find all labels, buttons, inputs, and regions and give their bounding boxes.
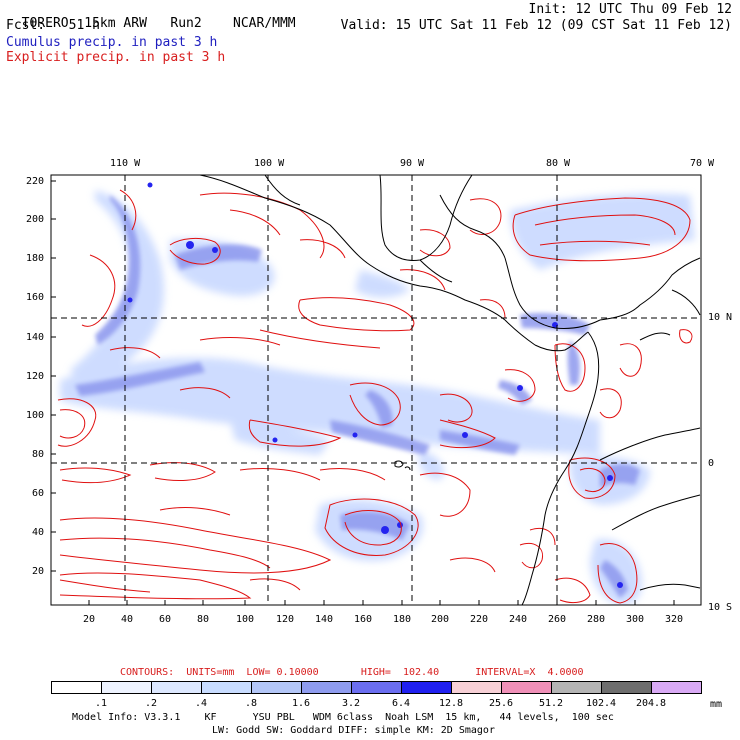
axis-ticks — [51, 180, 675, 605]
x-tick-label: 20 — [83, 614, 96, 625]
coastlines — [199, 175, 701, 605]
x-tick-label: 180 — [393, 614, 412, 625]
x-tick-label: 160 — [354, 614, 373, 625]
legend-bin — [501, 681, 552, 694]
model-resolution: 15km ARW — [84, 16, 147, 31]
plot-frame — [50, 174, 702, 606]
explicit-precip-contours — [57, 189, 693, 604]
legend-label: 12.8 — [438, 698, 464, 709]
legend-bin — [601, 681, 652, 694]
legend-bin — [401, 681, 452, 694]
legend-label: .2 — [144, 698, 158, 709]
field-title-explicit: Explicit precip. in past 3 h — [6, 50, 226, 65]
y-tick-label: 60 — [32, 488, 45, 499]
field-title-cumulus: Cumulus precip. in past 3 h — [6, 35, 218, 50]
legend-label: 204.8 — [635, 698, 667, 709]
lon-label-80w: 80 W — [546, 158, 571, 169]
y-tick-label: 20 — [32, 566, 45, 577]
legend-bin — [201, 681, 252, 694]
x-tick-label: 120 — [276, 614, 295, 625]
legend-label: .1 — [94, 698, 108, 709]
x-tick-label: 40 — [121, 614, 134, 625]
lon-label-110w: 110 W — [110, 158, 141, 169]
x-tick-label: 260 — [548, 614, 567, 625]
legend-unit: mm — [710, 699, 723, 710]
legend-label: 51.2 — [538, 698, 564, 709]
lat-lon-grid — [51, 175, 701, 605]
x-tick-label: 140 — [315, 614, 334, 625]
forecast-hour: Fcst: 51 h — [6, 19, 100, 33]
model-name: TORERO — [21, 16, 69, 31]
legend-bin — [451, 681, 502, 694]
lon-label-90w: 90 W — [400, 158, 425, 169]
legend-bin — [551, 681, 602, 694]
y-tick-label: 220 — [26, 176, 45, 187]
organization: NCAR/MMM — [233, 16, 296, 31]
cumulus-shading-strong — [127, 182, 623, 588]
y-tick-label: 40 — [32, 527, 45, 538]
valid-time: Valid: 15 UTC Sat 11 Feb 12 (09 CST Sat … — [340, 18, 732, 33]
init-time: Init: 12 UTC Thu 09 Feb 12 — [528, 2, 733, 17]
x-tick-label: 220 — [470, 614, 489, 625]
y-tick-label: 200 — [26, 214, 45, 225]
lon-label-70w: 70 W — [690, 158, 715, 169]
y-tick-label: 140 — [26, 332, 45, 343]
legend-label: 6.4 — [391, 698, 411, 709]
x-tick-label: 300 — [626, 614, 645, 625]
legend-label: 25.6 — [488, 698, 514, 709]
lat-label-0: 0 — [708, 458, 715, 469]
legend-label: .8 — [244, 698, 258, 709]
legend-label: 102.4 — [585, 698, 617, 709]
y-tick-label: 160 — [26, 292, 45, 303]
legend-bin — [251, 681, 302, 694]
lon-label-100w: 100 W — [254, 158, 285, 169]
x-tick-label: 60 — [159, 614, 172, 625]
legend-bin — [301, 681, 352, 694]
x-tick-label: 320 — [665, 614, 684, 625]
fcst-value: 51 h — [68, 18, 100, 33]
legend-bin — [51, 681, 102, 694]
legend-bin — [101, 681, 152, 694]
cumulus-shading-medium — [75, 195, 640, 598]
y-tick-label: 80 — [32, 449, 45, 460]
model-title: TORERO 15km ARW Run2 NCAR/MMM — [6, 3, 296, 31]
contour-info: CONTOURS: UNITS=mm LOW= 0.10000 HIGH= 10… — [120, 667, 584, 678]
lat-label-10s: 10 S — [708, 602, 733, 613]
legend-label: 3.2 — [341, 698, 361, 709]
x-tick-label: 100 — [236, 614, 255, 625]
fcst-label: Fcst: — [6, 18, 46, 33]
x-tick-label: 240 — [509, 614, 528, 625]
legend-bin — [351, 681, 402, 694]
legend-label: 1.6 — [291, 698, 311, 709]
legend-bin — [151, 681, 202, 694]
model-physics: LW: Godd SW: Goddard DIFF: simple KM: 2D… — [212, 725, 495, 736]
y-tick-label: 180 — [26, 253, 45, 264]
y-tick-label: 100 — [26, 410, 45, 421]
run-label: Run2 — [170, 16, 202, 31]
y-tick-label: 120 — [26, 371, 45, 382]
x-tick-label: 280 — [587, 614, 606, 625]
legend-bin — [651, 681, 702, 694]
x-tick-label: 200 — [431, 614, 450, 625]
x-tick-label: 80 — [197, 614, 210, 625]
lat-label-10n: 10 N — [708, 312, 733, 323]
legend-label: .4 — [194, 698, 208, 709]
model-info: Model Info: V3.3.1 KF YSU PBL WDM 6class… — [72, 712, 614, 723]
